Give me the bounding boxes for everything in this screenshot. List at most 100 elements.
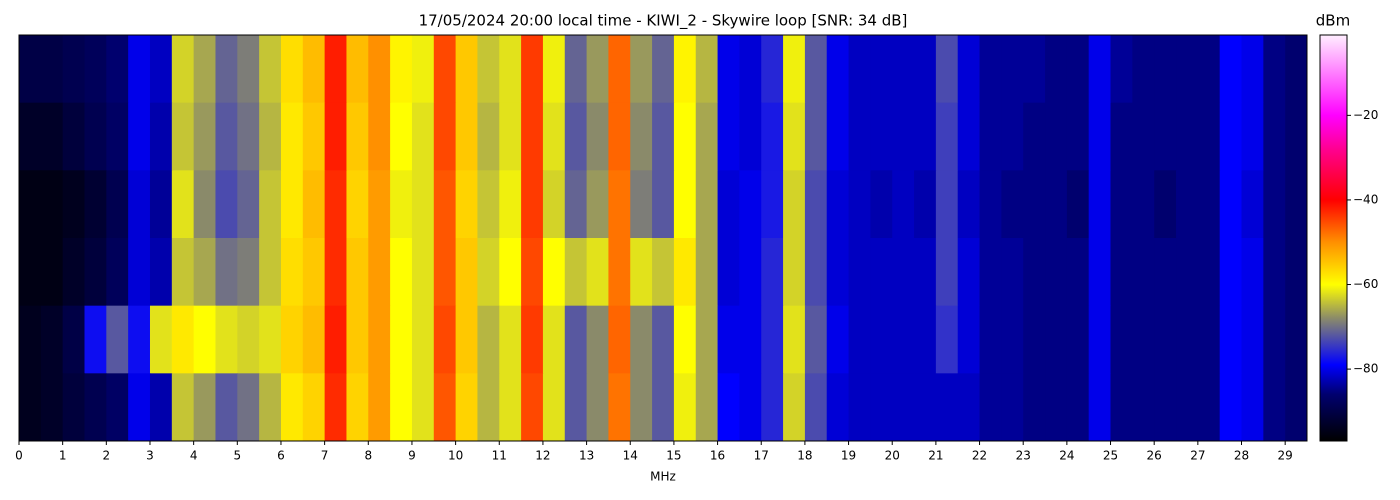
heatmap-cell: [84, 238, 107, 307]
heatmap-cell: [761, 238, 784, 307]
heatmap-cell: [1154, 102, 1177, 171]
heatmap-cell: [1088, 102, 1112, 171]
heatmap-cell: [804, 170, 828, 239]
heatmap-cell: [652, 102, 675, 171]
heatmap-cell: [1088, 170, 1112, 239]
heatmap-cell: [1241, 305, 1264, 374]
x-axis-label: MHz: [650, 470, 676, 484]
heatmap-cell: [455, 102, 478, 171]
heatmap-cell: [1285, 35, 1308, 104]
heatmap-cell: [40, 305, 64, 374]
heatmap-cell: [1088, 238, 1112, 307]
heatmap-cell: [1001, 35, 1024, 104]
heatmap-cell: [979, 238, 1002, 307]
heatmap-cell: [1176, 305, 1199, 374]
heatmap-cell: [499, 238, 522, 307]
x-tick-label: 18: [797, 449, 812, 463]
heatmap-cell: [848, 170, 871, 239]
heatmap-cell: [673, 35, 697, 104]
heatmap-cell: [477, 373, 500, 442]
heatmap-cell: [19, 305, 42, 374]
heatmap-cell: [673, 170, 697, 239]
heatmap-cell: [848, 102, 871, 171]
heatmap-cell: [695, 35, 719, 104]
heatmap-cell: [368, 102, 391, 171]
heatmap-cell: [542, 238, 566, 307]
heatmap-cell: [1045, 35, 1068, 104]
heatmap-cell: [935, 305, 959, 374]
heatmap-cell: [914, 373, 937, 442]
heatmap-cell: [804, 373, 828, 442]
heatmap-cell: [979, 35, 1002, 104]
heatmap-cell: [783, 102, 806, 171]
heatmap-cell: [1110, 373, 1133, 442]
heatmap-cell: [324, 35, 347, 104]
heatmap-cell: [1154, 238, 1177, 307]
heatmap-cell: [433, 35, 457, 104]
heatmap-cell: [695, 170, 719, 239]
heatmap-cell: [564, 373, 588, 442]
heatmap-cell: [826, 35, 850, 104]
heatmap-cell: [870, 170, 893, 239]
heatmap-cell: [19, 35, 42, 104]
heatmap-cell: [368, 35, 391, 104]
heatmap-cell: [1088, 35, 1112, 104]
heatmap-cell: [542, 35, 566, 104]
heatmap-cell: [84, 170, 107, 239]
heatmap-cell: [237, 373, 260, 442]
heatmap-cell: [128, 305, 151, 374]
heatmap-cell: [804, 238, 828, 307]
heatmap-cell: [149, 102, 173, 171]
heatmap-cell: [171, 102, 195, 171]
heatmap-cell: [280, 35, 304, 104]
x-tick-label: 16: [710, 449, 725, 463]
heatmap-cell: [630, 373, 653, 442]
heatmap-cell: [1197, 373, 1221, 442]
heatmap-cell: [1263, 102, 1286, 171]
heatmap-cell: [128, 373, 151, 442]
heatmap-cell: [1132, 170, 1155, 239]
heatmap-cell: [1132, 238, 1155, 307]
heatmap-cell: [302, 238, 326, 307]
heatmap-cell: [1110, 305, 1133, 374]
heatmap-cell: [324, 170, 347, 239]
heatmap-cell: [652, 373, 675, 442]
x-tick-label: 7: [321, 449, 329, 463]
x-tick-label: 3: [146, 449, 154, 463]
heatmap-cell: [870, 102, 893, 171]
heatmap-cell: [1066, 238, 1090, 307]
heatmap-cell: [783, 305, 806, 374]
heatmap-cell: [455, 373, 478, 442]
x-tick-label: 23: [1016, 449, 1031, 463]
heatmap-cell: [935, 170, 959, 239]
heatmap-cell: [1132, 35, 1155, 104]
heatmap-cell: [652, 305, 675, 374]
heatmap-cell: [499, 373, 522, 442]
heatmap-cell: [630, 170, 653, 239]
heatmap-cell: [521, 35, 544, 104]
colorbar-tick-label: −60: [1353, 277, 1378, 291]
heatmap-cell: [1176, 102, 1199, 171]
heatmap-cell: [433, 373, 457, 442]
heatmap-cell: [1197, 102, 1221, 171]
heatmap-cell: [1241, 102, 1264, 171]
heatmap-cell: [62, 373, 85, 442]
heatmap-cell: [1066, 373, 1090, 442]
x-tick-label: 0: [15, 449, 23, 463]
heatmap-cell: [1088, 305, 1112, 374]
heatmap-cell: [259, 305, 282, 374]
heatmap-cell: [542, 305, 566, 374]
heatmap-cell: [586, 35, 609, 104]
heatmap-cell: [1285, 373, 1308, 442]
heatmap-cell: [1263, 170, 1286, 239]
heatmap-cell: [149, 35, 173, 104]
heatmap-cell: [499, 35, 522, 104]
heatmap-cell: [739, 170, 762, 239]
heatmap-cell: [280, 170, 304, 239]
heatmap-cell: [324, 102, 347, 171]
heatmap-cell: [411, 170, 435, 239]
heatmap-cell: [128, 102, 151, 171]
heatmap-cell: [1045, 305, 1068, 374]
heatmap-cell: [1241, 238, 1264, 307]
colorbar: [1319, 34, 1348, 442]
